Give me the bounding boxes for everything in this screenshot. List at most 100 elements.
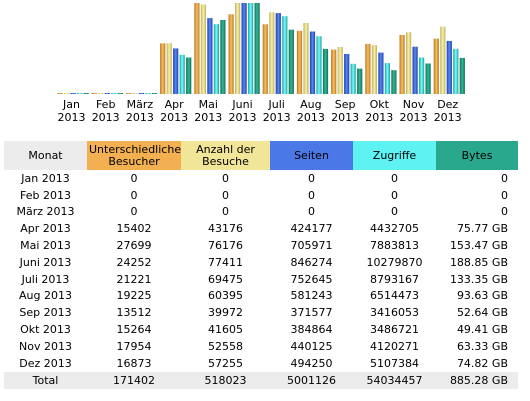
total-pages: 5001126	[270, 371, 353, 389]
total-row: Total 171402 518023 5001126 54034457 885…	[4, 371, 518, 389]
cell-hits: 4432705	[370, 222, 419, 236]
bar-visits	[166, 43, 172, 94]
cell-hits: 6514473	[370, 289, 419, 303]
table-row: Mai 2013 27699 76176 705971 7883813 153.47 GB	[4, 237, 518, 254]
cell-hits: 0	[391, 205, 398, 219]
cell-pages: 440125	[290, 339, 333, 353]
cell-visitors: 21221	[116, 272, 152, 286]
cell-visits: 57255	[208, 356, 243, 370]
cell-visits: 60395	[208, 289, 243, 303]
bar-hits	[77, 93, 83, 94]
x-tick-year: 2013	[58, 111, 86, 124]
cell-hits: 3416053	[370, 306, 419, 320]
cell-bytes: 52.64 GB	[456, 306, 508, 320]
table-row: Nov 2013 17954 52558 440125 4120271 63.33 GB	[4, 338, 518, 355]
monthly-stats-table: Monat Unterschiedliche Besucher Anzahl d…	[4, 141, 518, 389]
cell-month: Juli 2013	[21, 272, 70, 286]
cell-hits: 4120271	[370, 339, 419, 353]
cell-bytes: 188.85 GB	[449, 255, 508, 269]
x-tick-month: Dez	[437, 98, 458, 111]
cell-hits: 3486721	[370, 323, 419, 337]
bar-hits	[179, 54, 185, 94]
bar-bytes	[322, 48, 329, 94]
header-visitors: Unterschiedliche Besucher	[87, 141, 181, 170]
bar-pages	[104, 93, 110, 94]
x-tick-year: 2013	[126, 111, 154, 124]
cell-bytes: 49.41 GB	[456, 323, 508, 337]
x-tick-year: 2013	[434, 111, 462, 124]
bar-visitors	[125, 93, 132, 94]
cell-visitors: 27699	[116, 239, 152, 253]
cell-month: März 2013	[16, 205, 75, 219]
cell-visits: 69475	[208, 272, 243, 286]
cell-bytes: 0	[501, 205, 508, 219]
bar-bytes	[357, 68, 363, 94]
bar-visitors	[331, 49, 337, 94]
x-tick-year: 2013	[92, 111, 120, 124]
bar-bytes	[117, 93, 123, 94]
bar-pages	[173, 48, 179, 94]
x-tick-month: Nov	[403, 98, 425, 111]
monthly-history-chart: Jan2013Feb2013März2013Apr2013Mai2013Juni…	[57, 3, 465, 124]
cell-bytes: 63.33 GB	[456, 339, 508, 353]
bar-hits	[248, 3, 254, 94]
cell-visits: 0	[222, 171, 229, 185]
cell-bytes: 0	[501, 188, 508, 202]
cell-bytes: 74.82 GB	[456, 356, 508, 370]
bar-pages	[378, 52, 384, 94]
cell-month: Sep 2013	[19, 306, 72, 320]
total-label: Total	[4, 371, 87, 389]
bar-bytes	[288, 29, 294, 95]
table-row: Apr 2013 15402 43176 424177 4432705 75.77 GB	[4, 220, 518, 237]
bar-visits	[440, 26, 446, 95]
x-tick-month: Aug	[300, 98, 321, 111]
bar-visits	[98, 93, 104, 94]
header-hits: Zugriffe	[353, 141, 436, 170]
bar-visitors	[228, 14, 234, 94]
x-tick-month: Mai	[199, 98, 218, 111]
cell-visits: 41605	[208, 323, 243, 337]
bar-hits	[145, 93, 151, 94]
x-tick-month: Jan	[62, 98, 80, 111]
table-row: Feb 2013 0 0 0 0 0	[4, 187, 518, 204]
cell-visits: 77411	[208, 255, 243, 269]
cell-visits: 43176	[208, 222, 243, 236]
cell-pages: 384864	[290, 323, 333, 337]
table-row: Juni 2013 24252 77411 846274 10279870 188.85 …	[4, 254, 518, 271]
bar-pages	[446, 40, 452, 94]
cell-bytes: 93.63 GB	[456, 289, 508, 303]
cell-visitors: 17954	[116, 339, 152, 353]
x-tick-year: 2013	[263, 111, 291, 124]
table-row: Dez 2013 16873 57255 494250 5107384 74.82 GB	[4, 355, 518, 372]
cell-pages: 752645	[290, 272, 333, 286]
bar-hits	[350, 63, 356, 94]
x-tick-year: 2013	[160, 111, 188, 124]
x-tick-year: 2013	[297, 111, 325, 124]
bar-hits	[316, 36, 322, 94]
cell-pages: 0	[308, 188, 315, 202]
cell-hits: 10279870	[366, 255, 423, 269]
table-row: Okt 2013 15264 41605 384864 3486721 49.41 GB	[4, 321, 518, 338]
bar-hits	[282, 16, 288, 95]
cell-month: Juni 2013	[19, 255, 72, 269]
cell-visitors: 0	[130, 188, 138, 202]
table-row: März 2013 0 0 0 0 0	[4, 204, 518, 221]
cell-hits: 5107384	[370, 356, 419, 370]
total-bytes: 885.28 GB	[436, 371, 518, 389]
bar-pages	[344, 54, 350, 94]
bar-bytes	[425, 63, 431, 94]
bar-visitors	[433, 38, 439, 94]
cell-visitors: 15402	[116, 222, 152, 236]
bar-pages	[70, 93, 76, 94]
table-row: Juli 2013 21221 69475 752645 8793167 133.35 G…	[4, 271, 518, 288]
cell-bytes: 75.77 GB	[456, 222, 508, 236]
cell-bytes: 133.35 GB	[449, 272, 508, 286]
cell-visitors: 19225	[116, 289, 152, 303]
bar-visitors	[160, 43, 166, 94]
header-month: Monat	[4, 141, 87, 170]
bar-hits	[384, 63, 390, 94]
bar-visitors	[91, 93, 97, 94]
cell-visitors: 15264	[116, 323, 152, 337]
cell-hits: 0	[391, 171, 398, 185]
cell-month: Mai 2013	[20, 239, 71, 253]
